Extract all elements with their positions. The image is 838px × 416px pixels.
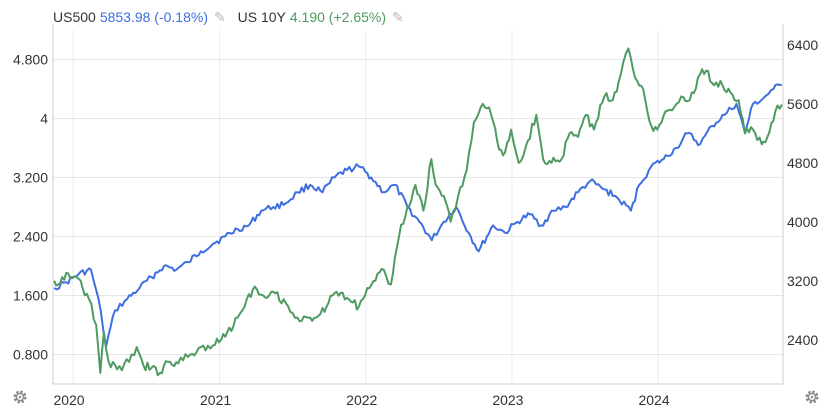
pencil-icon[interactable]: ✎	[392, 9, 404, 25]
chart-axes	[52, 24, 784, 385]
x-tick-label: 2022	[346, 392, 377, 408]
right-tick-label: 4800	[787, 155, 818, 171]
x-tick-label: 2020	[53, 392, 84, 408]
pencil-icon[interactable]: ✎	[214, 9, 226, 25]
chart-ticks: 0.800 1.600 2.400 3.200 4 4.800 2400 3200 4000 48…	[13, 37, 818, 408]
left-tick-label: 4	[40, 111, 48, 127]
x-tick-label: 2021	[200, 392, 231, 408]
left-tick-label: 1.600	[13, 288, 48, 304]
legend-item-us10y[interactable]: US 10Y 4.190 (+2.65%) ✎	[238, 9, 404, 26]
gear-icon[interactable]	[803, 388, 821, 406]
right-tick-label: 2400	[787, 332, 818, 348]
left-tick-label: 4.800	[13, 52, 48, 68]
x-tick-label: 2023	[492, 392, 523, 408]
series-line-us500	[53, 83, 782, 349]
series-line-us10y	[53, 47, 783, 377]
legend-name-us10y: US 10Y	[237, 9, 286, 25]
gear-icon[interactable]	[11, 388, 29, 406]
legend-name-us500: US500	[53, 9, 96, 25]
right-tick-label: 5600	[787, 96, 818, 112]
legend-value-us500: 5853.98 (-0.18%)	[99, 9, 208, 25]
legend-value-us10y: 4.190 (+2.65%)	[289, 9, 386, 25]
chart-legend: US500 5853.98 (-0.18%) ✎ US 10Y 4.190 (+2.6…	[53, 9, 412, 26]
right-tick-label: 4000	[787, 214, 818, 230]
right-tick-label: 6400	[787, 37, 818, 53]
left-tick-label: 2.400	[13, 229, 48, 245]
chart-grid	[53, 30, 783, 384]
x-tick-label: 2024	[638, 392, 669, 408]
left-tick-label: 0.800	[13, 347, 48, 363]
legend-item-us500[interactable]: US500 5853.98 (-0.18%) ✎	[53, 9, 226, 26]
chart-series	[53, 47, 783, 377]
right-tick-label: 3200	[787, 273, 818, 289]
left-tick-label: 3.200	[13, 170, 48, 186]
